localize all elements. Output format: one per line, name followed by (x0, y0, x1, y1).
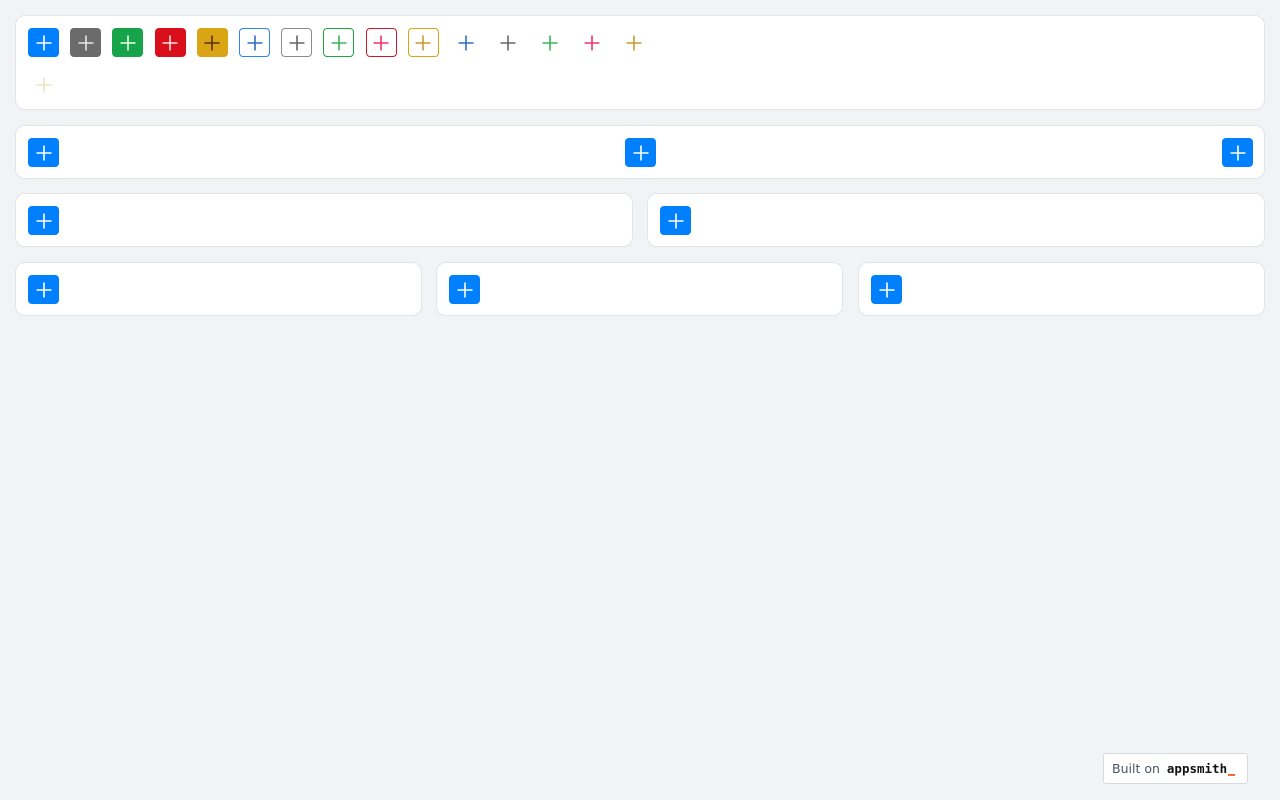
plus-icon (457, 282, 472, 297)
solid-icon-button-5[interactable] (196, 28, 228, 57)
alignment-card-third-3 (858, 262, 1265, 316)
plus-icon (633, 145, 648, 160)
plus-icon (415, 35, 431, 50)
ghost-icon-button-11[interactable] (450, 28, 481, 57)
plus-icon (36, 282, 51, 297)
plus-icon (204, 35, 220, 50)
plus-icon (458, 35, 473, 50)
plus-icon (626, 35, 642, 50)
alignment-card-half-right (647, 193, 1265, 247)
icon-button-center[interactable] (625, 138, 656, 167)
solid-icon-button-2[interactable] (70, 28, 102, 57)
outline-icon-button-6[interactable] (239, 28, 270, 57)
alignment-card-full (15, 125, 1265, 179)
alignment-card-third-1 (15, 262, 422, 316)
plus-icon (289, 35, 305, 50)
solid-icon-button-3[interactable] (112, 28, 144, 57)
plus-icon (668, 213, 683, 228)
icon-button-c4a[interactable] (28, 275, 59, 304)
icon-button-c4c[interactable] (871, 275, 902, 304)
outline-icon-button-8[interactable] (323, 28, 355, 57)
plus-icon (1230, 145, 1245, 160)
plus-icon (879, 282, 894, 297)
plus-icon (331, 35, 347, 50)
built-on-label: Built on (1112, 761, 1160, 776)
alignment-card-third-2 (436, 262, 843, 316)
outline-icon-button-7[interactable] (281, 28, 313, 57)
icon-button-c4b[interactable] (449, 275, 480, 304)
ghost-icon-button-15[interactable] (619, 28, 650, 57)
plus-icon (36, 213, 51, 228)
outline-icon-button-9[interactable] (365, 28, 397, 57)
icon-button-right[interactable] (1222, 138, 1253, 167)
plus-icon (542, 35, 558, 50)
plus-icon (500, 35, 516, 50)
button-variants-card (15, 15, 1265, 110)
icon-button-c3b[interactable] (660, 206, 691, 235)
solid-icon-button-4[interactable] (154, 28, 186, 57)
plus-icon (36, 35, 51, 50)
icon-button-left[interactable] (28, 138, 59, 167)
plus-icon (247, 35, 262, 50)
appsmith-logo: appsmith (1167, 761, 1236, 776)
outline-icon-button-10[interactable] (407, 28, 439, 57)
plus-icon (36, 77, 51, 92)
plus-icon (36, 145, 51, 160)
plus-icon (120, 35, 136, 50)
plus-icon (162, 35, 178, 50)
icon-button-c3a[interactable] (28, 206, 59, 235)
solid-icon-button-1[interactable] (28, 28, 59, 57)
plus-icon (373, 35, 389, 50)
built-on-appsmith-badge[interactable]: Built on appsmith (1103, 753, 1248, 784)
plus-icon (78, 35, 94, 50)
ghost-icon-button-12[interactable] (492, 28, 523, 57)
alignment-card-half-left (15, 193, 633, 247)
plus-icon (584, 35, 600, 50)
ghost-icon-button-16[interactable] (28, 70, 59, 99)
ghost-icon-button-14[interactable] (577, 28, 608, 57)
ghost-icon-button-13[interactable] (534, 28, 565, 57)
